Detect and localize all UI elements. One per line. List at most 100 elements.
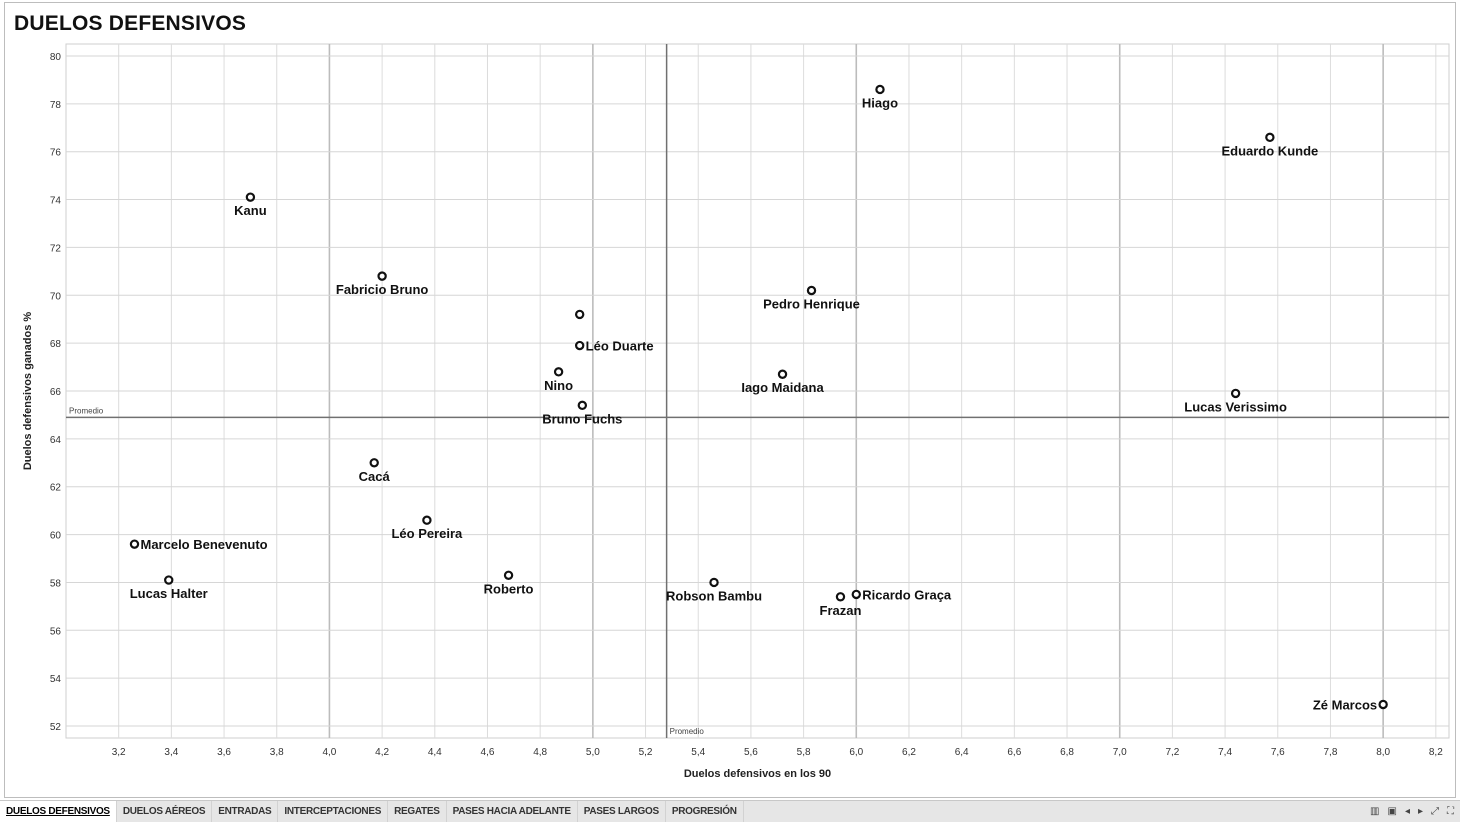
data-point[interactable] xyxy=(129,539,140,549)
present-icon[interactable]: ▣ xyxy=(1387,806,1397,817)
x-tick-label: 5,6 xyxy=(744,747,758,758)
y-tick-label: 64 xyxy=(50,435,62,446)
x-tick-label: 3,2 xyxy=(112,747,126,758)
share-icon[interactable]: ⤢ xyxy=(1431,806,1439,817)
x-tick-label: 5,0 xyxy=(586,747,600,758)
data-point[interactable] xyxy=(777,369,788,379)
x-tick-label: 7,6 xyxy=(1271,747,1285,758)
point-label: Zé Marcos xyxy=(1313,697,1377,712)
x-tick-label: 5,8 xyxy=(797,747,811,758)
data-point[interactable] xyxy=(245,192,256,202)
point-label: Robson Bambu xyxy=(666,588,762,603)
point-label: Kanu xyxy=(234,203,267,218)
sheets-icon[interactable]: ▥ xyxy=(1370,806,1380,817)
next-icon[interactable]: ▸ xyxy=(1417,806,1423,817)
point-label: Eduardo Kunde xyxy=(1221,143,1318,158)
tab-interceptaciones[interactable]: INTERCEPTACIONES xyxy=(278,801,389,822)
sheet-controls: ▥ ▣ ◂ ▸ ⤢ ⛶ xyxy=(1370,801,1454,822)
y-tick-label: 76 xyxy=(50,148,62,159)
y-tick-label: 66 xyxy=(50,387,62,398)
tab-progresión[interactable]: PROGRESIÓN xyxy=(666,801,744,822)
data-point[interactable] xyxy=(1265,132,1275,143)
tab-regates[interactable]: REGATES xyxy=(388,801,447,822)
x-tick-label: 7,0 xyxy=(1113,747,1127,758)
fullscreen-icon[interactable]: ⛶ xyxy=(1447,806,1454,817)
x-tick-label: 6,2 xyxy=(902,747,916,758)
scatter-chart: 3,2 3,4 3,6 3,8 4,0 4,2 4,4 4,6 4,8 5,0 5,2 5,4 5,6 5… xyxy=(22,43,1450,780)
y-tick-label: 74 xyxy=(50,196,62,207)
x-tick-label: 6,8 xyxy=(1060,747,1074,758)
data-point[interactable] xyxy=(553,367,564,377)
data-point[interactable] xyxy=(1378,699,1388,710)
point-label: Frazan xyxy=(820,603,862,618)
data-point[interactable] xyxy=(369,458,379,468)
point-label: Léo Pereira xyxy=(391,526,463,541)
x-tick-label: 4,8 xyxy=(533,747,547,758)
point-label: Cacá xyxy=(359,469,391,484)
point-label: Roberto xyxy=(484,581,534,596)
x-tick-label: 4,0 xyxy=(322,747,336,758)
x-tick-label: 5,2 xyxy=(639,747,653,758)
x-tick-label: 7,2 xyxy=(1165,747,1179,758)
data-point[interactable] xyxy=(574,309,585,320)
y-tick-label: 80 xyxy=(50,52,62,63)
point-label: Bruno Fuchs xyxy=(542,411,622,426)
x-tick-label: 6,4 xyxy=(955,747,969,758)
x-tick-label: 6,0 xyxy=(849,747,863,758)
tab-duelos-defensivos[interactable]: DUELOS DEFENSIVOS xyxy=(0,801,117,822)
x-tick-label: 3,8 xyxy=(270,747,284,758)
chart-title: DUELOS DEFENSIVOS xyxy=(14,12,247,35)
data-point[interactable] xyxy=(164,575,174,585)
x-axis-title: Duelos defensivos en los 90 xyxy=(684,768,831,780)
data-point[interactable] xyxy=(422,515,432,525)
x-tick-label: 3,4 xyxy=(164,747,178,758)
y-tick-label: 70 xyxy=(50,291,62,302)
x-tick-label: 4,6 xyxy=(481,747,495,758)
point-label: Marcelo Benevenuto xyxy=(140,537,267,552)
x-tick-label: 8,2 xyxy=(1429,747,1443,758)
point-label: Léo Duarte xyxy=(586,339,654,354)
tab-duelos-aéreos[interactable]: DUELOS AÉREOS xyxy=(117,801,213,822)
sheet-tab-bar: DUELOS DEFENSIVOS DUELOS AÉREOS ENTRADAS IN… xyxy=(0,800,1460,822)
y-tick-label: 72 xyxy=(50,243,62,254)
x-tick-label: 8,0 xyxy=(1376,747,1390,758)
x-tick-label: 6,6 xyxy=(1007,747,1021,758)
x-tick-label: 7,4 xyxy=(1218,747,1232,758)
point-label: Iago Maidana xyxy=(741,380,824,395)
sheet-tabs: DUELOS DEFENSIVOS DUELOS AÉREOS ENTRADAS IN… xyxy=(0,801,744,822)
point-label: Pedro Henrique xyxy=(763,296,860,311)
data-point[interactable] xyxy=(851,589,861,600)
point-label: Fabricio Bruno xyxy=(336,282,429,297)
data-point[interactable] xyxy=(577,400,588,411)
y-tick-label: 52 xyxy=(50,722,62,733)
tab-pases-largos[interactable]: PASES LARGOS xyxy=(578,801,666,822)
y-tick-label: 62 xyxy=(50,483,62,494)
average-label-y: Promedio xyxy=(69,406,104,415)
point-label: Hiago xyxy=(862,95,898,110)
data-point[interactable] xyxy=(1230,388,1241,399)
y-axis-title: Duelos defensivos ganados % xyxy=(22,312,34,471)
y-tick-label: 54 xyxy=(50,674,62,685)
point-label: Lucas Verissimo xyxy=(1184,399,1287,414)
prev-icon[interactable]: ◂ xyxy=(1404,806,1410,817)
y-tick-label: 56 xyxy=(50,626,62,637)
tab-pases-hacia-adelante[interactable]: PASES HACIA ADELANTE xyxy=(447,801,578,822)
data-point[interactable] xyxy=(835,592,846,602)
data-point[interactable] xyxy=(377,271,387,281)
y-tick-label: 68 xyxy=(50,339,62,350)
data-point[interactable] xyxy=(503,570,514,580)
data-point[interactable] xyxy=(709,577,719,588)
data-point[interactable] xyxy=(806,285,817,296)
point-label: Lucas Halter xyxy=(130,586,208,601)
data-point[interactable] xyxy=(574,340,585,351)
point-label: Nino xyxy=(544,378,573,393)
point-label: Ricardo Graça xyxy=(862,587,952,602)
x-tick-label: 4,2 xyxy=(375,747,389,758)
y-tick-label: 58 xyxy=(50,578,62,589)
x-tick-label: 4,4 xyxy=(428,747,442,758)
y-tick-label: 78 xyxy=(50,100,62,111)
data-point[interactable] xyxy=(875,84,885,95)
tab-entradas[interactable]: ENTRADAS xyxy=(212,801,279,822)
x-tick-label: 3,6 xyxy=(217,747,231,758)
x-tick-label: 7,8 xyxy=(1324,747,1338,758)
